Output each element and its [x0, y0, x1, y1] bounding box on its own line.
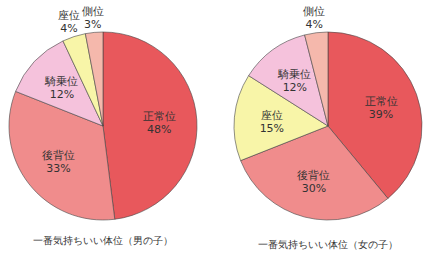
- pie-chart: 正常位48% 後背位33% 騎乗位12% 座位4% 側位3%: [9, 4, 197, 220]
- slices: [9, 32, 197, 220]
- slice-value: 30%: [302, 182, 326, 195]
- slice-label: 座位: [261, 109, 283, 122]
- slice-value: 39%: [369, 108, 393, 121]
- slices: [234, 32, 422, 220]
- data-labels: 正常位48% 後背位33% 騎乗位12% 座位4% 側位3%: [42, 4, 176, 174]
- slice-label: 騎乗位: [277, 68, 311, 81]
- slice-value: 33%: [46, 162, 70, 175]
- chart-canvas: 正常位48%後背位33%騎乗位12%座位4%側位3%一番気持ちいい体位（男の子）…: [0, 0, 427, 254]
- slice-label: 座位: [58, 9, 80, 22]
- slice-label: 後背位: [297, 169, 330, 182]
- slice-value: 12%: [283, 81, 307, 94]
- chart-title: 一番気持ちいい体位（女の子）: [258, 239, 398, 250]
- slice-label: 騎乗位: [44, 75, 78, 88]
- pie-chart: 正常位39% 後背位30% 座位15% 騎乗位12% 側位4%: [234, 5, 422, 220]
- data-labels: 正常位39% 後背位30% 座位15% 騎乗位12% 側位4%: [260, 5, 398, 195]
- slice-value: 48%: [147, 123, 171, 136]
- slice-value: 3%: [84, 17, 101, 30]
- pie-slice: [103, 32, 197, 219]
- slice-label: 側位: [303, 5, 325, 18]
- slice-value: 15%: [260, 122, 284, 135]
- slice-value: 4%: [305, 18, 322, 31]
- slice-label: 後背位: [42, 149, 75, 162]
- slice-value: 12%: [50, 88, 74, 101]
- slice-label: 正常位: [365, 95, 398, 108]
- slice-label: 正常位: [143, 110, 176, 123]
- pie-slice: [85, 32, 103, 126]
- slice-value: 4%: [60, 22, 77, 35]
- slice-label: 側位: [82, 4, 104, 17]
- chart-title: 一番気持ちいい体位（男の子）: [33, 235, 173, 246]
